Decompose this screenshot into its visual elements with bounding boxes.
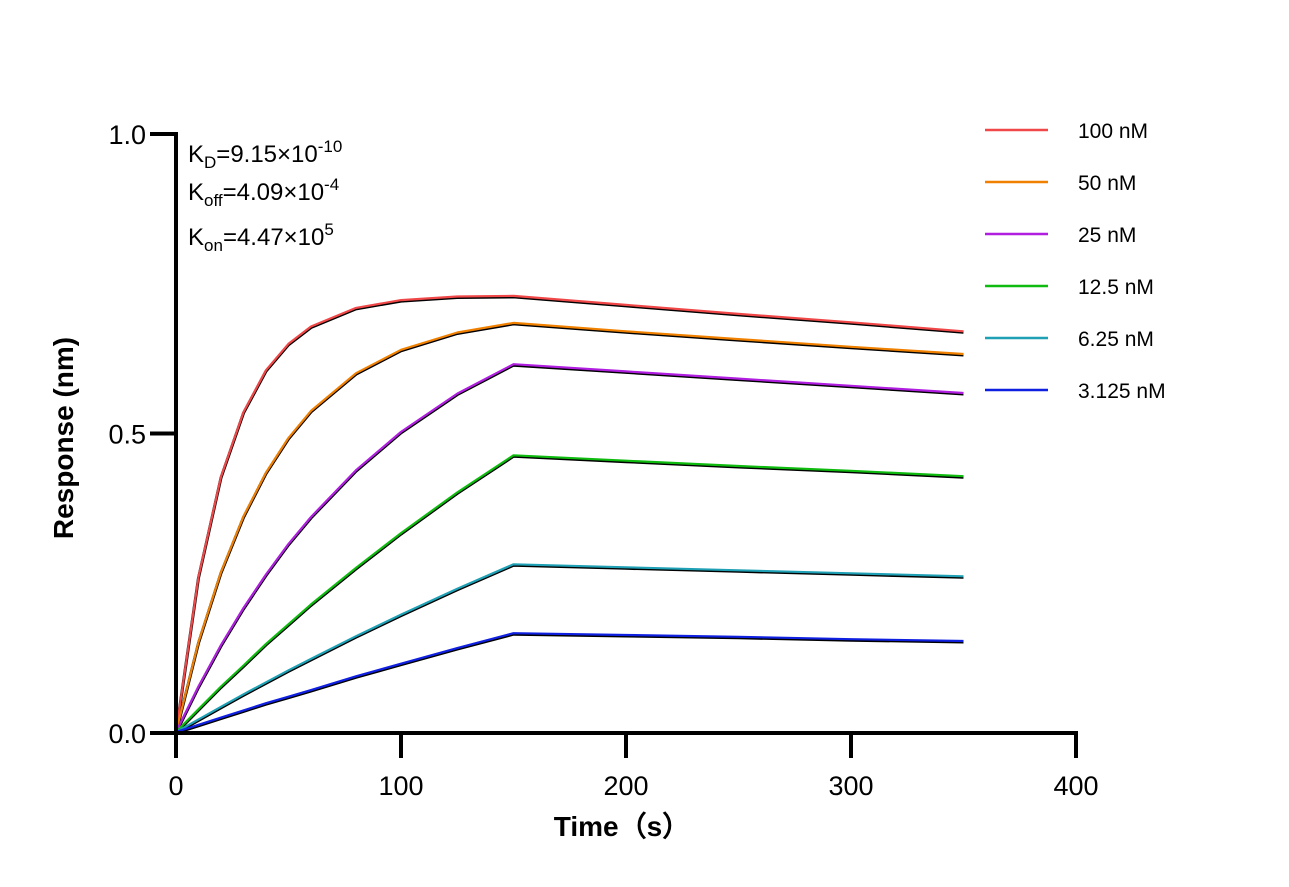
series-line-3: [175, 454, 964, 733]
series-line-1: [174, 321, 964, 733]
legend-label: 50 nM: [1078, 172, 1136, 195]
fit-line-5: [175, 632, 964, 735]
legend-label: 3.125 nM: [1078, 380, 1166, 403]
x-tick-label: 100: [378, 771, 423, 801]
y-tick-label: 0.0: [108, 719, 146, 749]
annotation-kd: KD=9.15×10-10: [188, 137, 342, 172]
series-line-0: [174, 294, 964, 733]
legend-label: 100 nM: [1078, 120, 1148, 143]
annotation-kon: Kon=4.47×105: [188, 220, 334, 255]
series-line-5: [175, 632, 964, 734]
y-tick-label: 0.5: [108, 420, 146, 450]
fit-line-4: [175, 563, 964, 735]
fit-line-2: [174, 363, 964, 734]
axes: [174, 132, 1078, 735]
annotation-koff: Koff=4.09×10-4: [188, 175, 339, 210]
x-axis-label: Time（s）: [554, 810, 690, 842]
data-series: [174, 294, 964, 734]
x-tick-label: 300: [828, 771, 873, 801]
series-line-2: [175, 363, 964, 733]
legend-label: 12.5 nM: [1078, 276, 1154, 299]
x-tick-label: 200: [603, 771, 648, 801]
y-tick-label: 1.0: [108, 120, 146, 150]
legend-label: 25 nM: [1078, 224, 1136, 247]
series-line-4: [175, 563, 964, 733]
legend-label: 6.25 nM: [1078, 328, 1154, 351]
x-tick-label: 0: [168, 771, 183, 801]
ticks: 0 100 200 300 400 0.0 0.5 1.0: [108, 120, 1098, 801]
kinetic-constants: KD=9.15×10-10 Koff=4.09×10-4 Kon=4.47×10…: [188, 137, 342, 255]
legend: 100 nM 50 nM 25 nM 12.5 nM 6.25 nM 3.125 nM: [985, 120, 1166, 403]
x-tick-label: 400: [1053, 771, 1098, 801]
y-axis-label: Response (nm): [48, 337, 79, 539]
fit-line-3: [174, 454, 964, 735]
